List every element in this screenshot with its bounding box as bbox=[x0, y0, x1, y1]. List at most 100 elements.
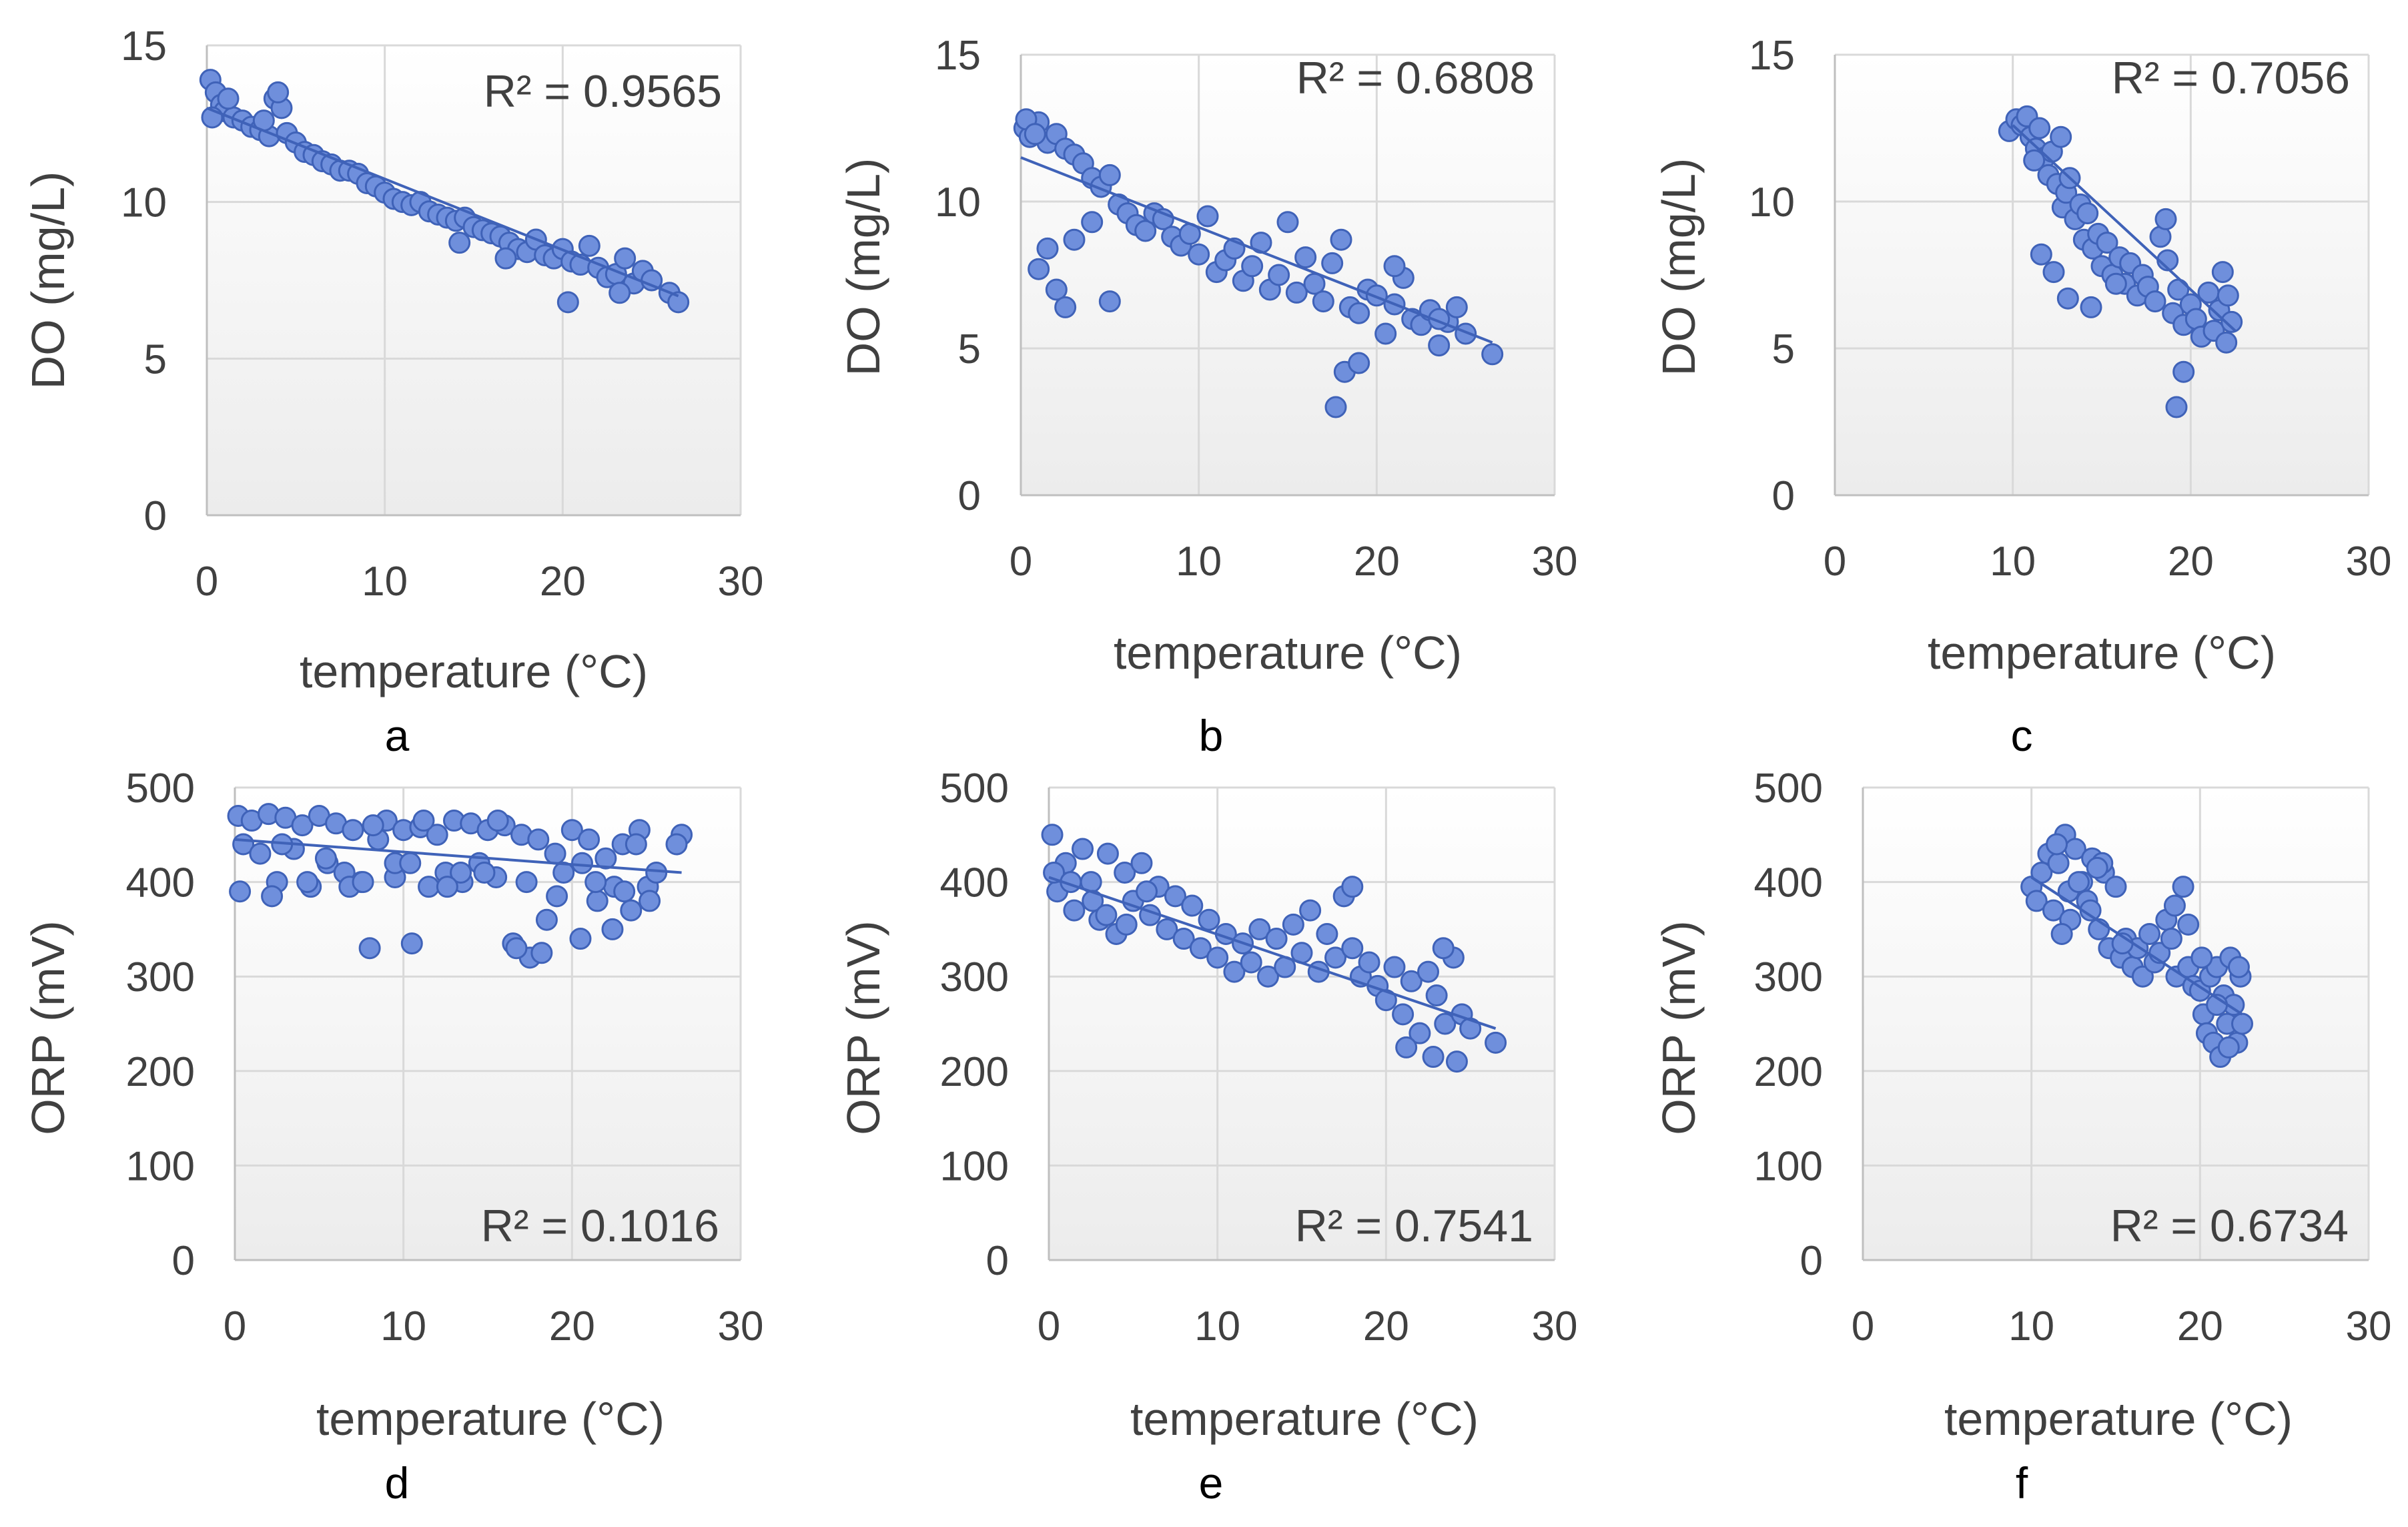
panel-a-x-axis-title: temperature (°C) bbox=[300, 645, 648, 697]
panel-d-data-point bbox=[400, 932, 423, 955]
panel-e-data-point bbox=[1223, 960, 1246, 983]
panel-a-data-point bbox=[614, 247, 637, 270]
panel-a-y-tick-label: 10 bbox=[121, 180, 167, 226]
panel-e-data-point bbox=[1136, 880, 1158, 903]
panel-b-data-point bbox=[1063, 228, 1086, 251]
panel-a-data-point bbox=[556, 291, 579, 314]
panel-f-data-point bbox=[2163, 894, 2186, 917]
panel-d-data-point bbox=[639, 890, 661, 912]
panel-e-data-point bbox=[1095, 904, 1118, 926]
panel-d-data-point bbox=[399, 852, 422, 874]
panel-b-y-tick-label: 10 bbox=[935, 180, 981, 226]
panel-f-y-tick-label: 500 bbox=[1754, 766, 1823, 812]
panel-d-data-point bbox=[569, 928, 592, 950]
panel-d-data-point bbox=[450, 861, 472, 884]
panel-a-letter: a bbox=[385, 711, 410, 760]
panel-d-data-point bbox=[570, 852, 593, 874]
panel-b-data-point bbox=[1445, 296, 1468, 318]
panel-e-data-point bbox=[1172, 928, 1195, 950]
panel-d-r2-label: R² = 0.1016 bbox=[481, 1201, 719, 1251]
panel-d-data-point bbox=[352, 871, 374, 894]
panel-e-data-point bbox=[1240, 951, 1262, 974]
panel-f-data-point bbox=[2177, 913, 2200, 936]
panel-a-x-tick-label: 20 bbox=[540, 559, 586, 605]
panel-d-y-tick-label: 200 bbox=[126, 1049, 195, 1095]
panel-d-y-tick-label: 300 bbox=[126, 954, 195, 1000]
panel-e-data-point bbox=[1459, 1017, 1482, 1040]
panel-a-x-tick-label: 30 bbox=[718, 559, 764, 605]
panel-b-data-point bbox=[1312, 290, 1334, 313]
panel-b-data-point bbox=[1428, 334, 1451, 357]
panel-b-data-point bbox=[1028, 258, 1050, 280]
panel-d-data-point bbox=[527, 828, 550, 851]
panel-e-data-point bbox=[1096, 842, 1119, 865]
panel-e-data-point bbox=[1417, 960, 1439, 983]
panel-f-y-tick-label: 100 bbox=[1754, 1143, 1823, 1189]
panel-b-y-tick-label: 0 bbox=[958, 473, 981, 519]
panel-b-x-axis-title: temperature (°C) bbox=[1114, 627, 1462, 679]
panel-d-y-tick-label: 500 bbox=[126, 766, 195, 812]
panel-a-plot: 0 10 20 30 0 5 10 15 bbox=[121, 23, 763, 605]
panel-b-data-point bbox=[1241, 255, 1264, 278]
panel-e-data-point bbox=[1383, 956, 1406, 978]
panel-c-data-point bbox=[2104, 272, 2127, 295]
panel-f-x-tick-label: 20 bbox=[2177, 1303, 2223, 1349]
panel-e-data-point bbox=[1324, 946, 1347, 969]
panel-e-trendline bbox=[1048, 876, 1497, 1030]
panel-b-letter: b bbox=[1199, 711, 1224, 760]
panel-e-data-point bbox=[1248, 918, 1271, 940]
panel-c-data-point bbox=[2028, 117, 2051, 139]
panel-e-data-point bbox=[1422, 1046, 1445, 1068]
panel-e-y-tick-label: 0 bbox=[986, 1238, 1009, 1284]
panel-e-data-point bbox=[1063, 899, 1086, 922]
panel-d-data-point bbox=[249, 842, 272, 865]
panel-e-r2-label: R² = 0.7541 bbox=[1295, 1201, 1533, 1251]
panel-b-data-point bbox=[1134, 220, 1157, 242]
panel-d-data-point bbox=[613, 880, 636, 903]
panel-c-y-tick-label: 5 bbox=[1772, 326, 1795, 372]
panel-c-data-point bbox=[2172, 360, 2195, 383]
panel-c-x-tick-label: 30 bbox=[2346, 539, 2392, 585]
panel-c-data-point bbox=[2096, 232, 2118, 254]
panel-f-x-tick-label: 10 bbox=[2008, 1303, 2054, 1349]
panel-c-data-point bbox=[2215, 331, 2238, 354]
panel-b-data-point bbox=[1348, 302, 1370, 324]
panel-c-data-point bbox=[2080, 296, 2102, 318]
panel-f-x-tick-label: 30 bbox=[2346, 1303, 2392, 1349]
panel-a-y-axis-title: DO (mg/L) bbox=[22, 172, 74, 390]
panel-a-x-tick-label: 0 bbox=[195, 559, 218, 605]
panel-a-trendline bbox=[206, 107, 679, 298]
panel-e-data-point bbox=[1189, 937, 1212, 960]
panel-b-data-point bbox=[1045, 278, 1068, 301]
panel-f-data-point bbox=[2190, 946, 2213, 969]
panel-e-data-point bbox=[1130, 852, 1153, 874]
panel-e-data-point bbox=[1164, 885, 1186, 908]
panel-d-data-point bbox=[418, 876, 440, 898]
panel-c-data-point bbox=[2030, 243, 2052, 266]
panel-d-y-tick-label: 100 bbox=[126, 1143, 195, 1189]
panel-f-data-point bbox=[2104, 876, 2127, 898]
panel-a-x-tick-label: 10 bbox=[362, 559, 408, 605]
panel-b-y-tick-label: 5 bbox=[958, 326, 981, 372]
panel-c-plot: 0 10 20 30 0 5 10 15 bbox=[1749, 33, 2391, 585]
panel-f-data-point bbox=[2227, 956, 2250, 978]
panel-d-data-point bbox=[291, 814, 314, 837]
panel-d-data-point bbox=[625, 833, 647, 856]
panel-b-data-point bbox=[1268, 264, 1290, 286]
panel-b-data-point bbox=[1374, 322, 1397, 345]
panel-e-y-tick-label: 100 bbox=[940, 1143, 1009, 1189]
panel-d-data-point bbox=[314, 847, 337, 870]
panel-d-data-point bbox=[535, 908, 558, 931]
panel-d-data-point bbox=[358, 937, 381, 960]
panel-e-data-point bbox=[1395, 1036, 1418, 1058]
panel-c-y-axis-title: DO (mg/L) bbox=[1653, 158, 1705, 376]
panel-e-data-point bbox=[1425, 984, 1448, 1007]
panel-b-data-point bbox=[1324, 396, 1347, 418]
panel-f-y-tick-label: 300 bbox=[1754, 954, 1823, 1000]
panel-c-data-point bbox=[2042, 261, 2065, 284]
panel-e-data-point bbox=[1409, 1022, 1431, 1044]
panel-c-r2-label: R² = 0.7056 bbox=[2112, 53, 2350, 103]
